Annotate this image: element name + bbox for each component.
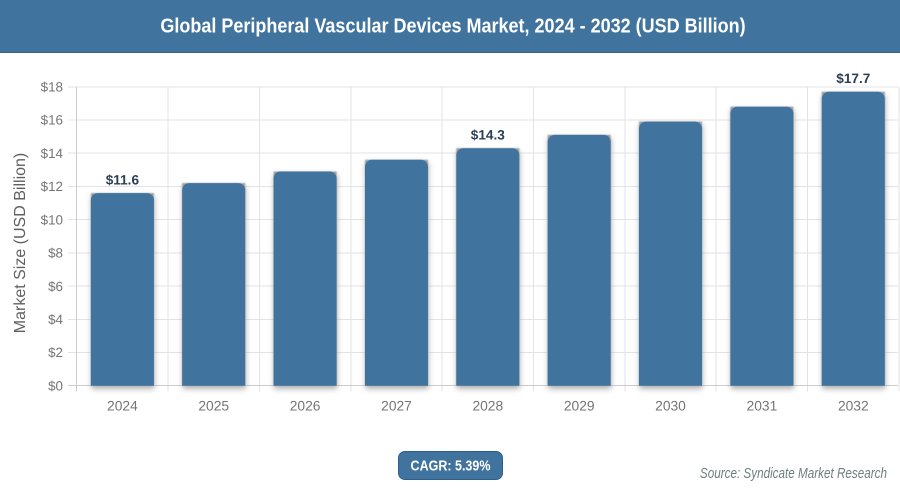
svg-text:$8: $8	[48, 246, 63, 261]
svg-text:2028: 2028	[472, 398, 503, 413]
svg-text:2029: 2029	[564, 398, 595, 413]
svg-text:$2: $2	[48, 345, 63, 360]
svg-text:2031: 2031	[747, 398, 778, 413]
svg-text:$0: $0	[48, 378, 63, 393]
svg-text:$6: $6	[48, 279, 63, 294]
svg-text:$17.7: $17.7	[836, 71, 870, 86]
svg-text:Market Size (USD Billion): Market Size (USD Billion)	[12, 153, 29, 333]
svg-text:2024: 2024	[107, 398, 138, 413]
svg-text:$10: $10	[41, 212, 63, 227]
svg-text:2032: 2032	[838, 398, 869, 413]
svg-text:$14: $14	[41, 146, 64, 161]
svg-text:$11.6: $11.6	[106, 172, 140, 187]
svg-text:2027: 2027	[381, 398, 412, 413]
svg-text:$12: $12	[41, 179, 63, 194]
svg-text:$4: $4	[48, 312, 63, 327]
svg-text:2025: 2025	[198, 398, 229, 413]
svg-text:2030: 2030	[655, 398, 686, 413]
svg-text:$14.3: $14.3	[471, 128, 505, 143]
svg-text:$18: $18	[41, 80, 63, 95]
svg-text:$16: $16	[41, 113, 63, 128]
svg-text:2026: 2026	[290, 398, 321, 413]
